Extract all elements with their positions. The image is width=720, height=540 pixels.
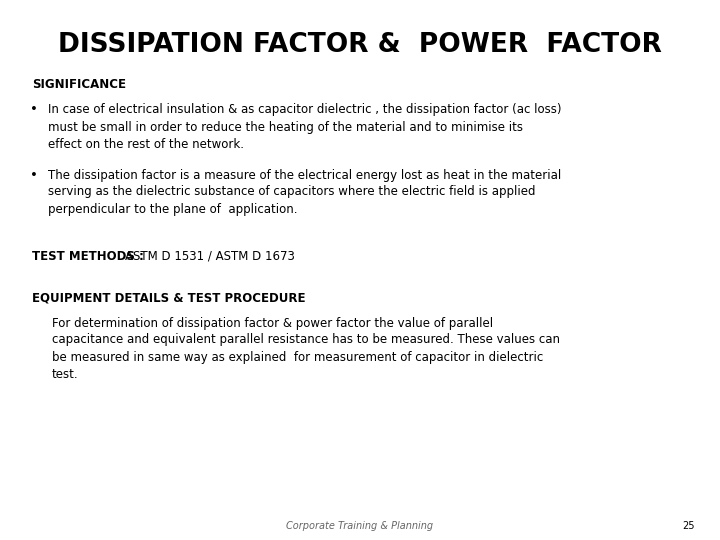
Text: serving as the dielectric substance of capacitors where the electric field is ap: serving as the dielectric substance of c… — [48, 186, 536, 199]
Text: The dissipation factor is a measure of the electrical energy lost as heat in the: The dissipation factor is a measure of t… — [48, 168, 562, 181]
Text: SIGNIFICANCE: SIGNIFICANCE — [32, 78, 126, 91]
Text: For determination of dissipation factor & power factor the value of parallel: For determination of dissipation factor … — [52, 316, 493, 329]
Text: Corporate Training & Planning: Corporate Training & Planning — [287, 521, 433, 531]
Text: In case of electrical insulation & as capacitor dielectric , the dissipation fac: In case of electrical insulation & as ca… — [48, 104, 562, 117]
Text: effect on the rest of the network.: effect on the rest of the network. — [48, 138, 244, 151]
Text: •: • — [30, 104, 38, 117]
Text: 25: 25 — [683, 521, 695, 531]
Text: DISSIPATION FACTOR &  POWER  FACTOR: DISSIPATION FACTOR & POWER FACTOR — [58, 32, 662, 58]
Text: must be small in order to reduce the heating of the material and to minimise its: must be small in order to reduce the hea… — [48, 120, 523, 133]
Text: capacitance and equivalent parallel resistance has to be measured. These values : capacitance and equivalent parallel resi… — [52, 334, 560, 347]
Text: perpendicular to the plane of  application.: perpendicular to the plane of applicatio… — [48, 202, 297, 215]
Text: ASTM D 1531 / ASTM D 1673: ASTM D 1531 / ASTM D 1673 — [125, 249, 295, 262]
Text: test.: test. — [52, 368, 78, 381]
Text: be measured in same way as explained  for measurement of capacitor in dielectric: be measured in same way as explained for… — [52, 350, 544, 363]
Text: •: • — [30, 168, 38, 181]
Text: TEST METHODS :: TEST METHODS : — [32, 249, 148, 262]
Text: EQUIPMENT DETAILS & TEST PROCEDURE: EQUIPMENT DETAILS & TEST PROCEDURE — [32, 292, 305, 305]
